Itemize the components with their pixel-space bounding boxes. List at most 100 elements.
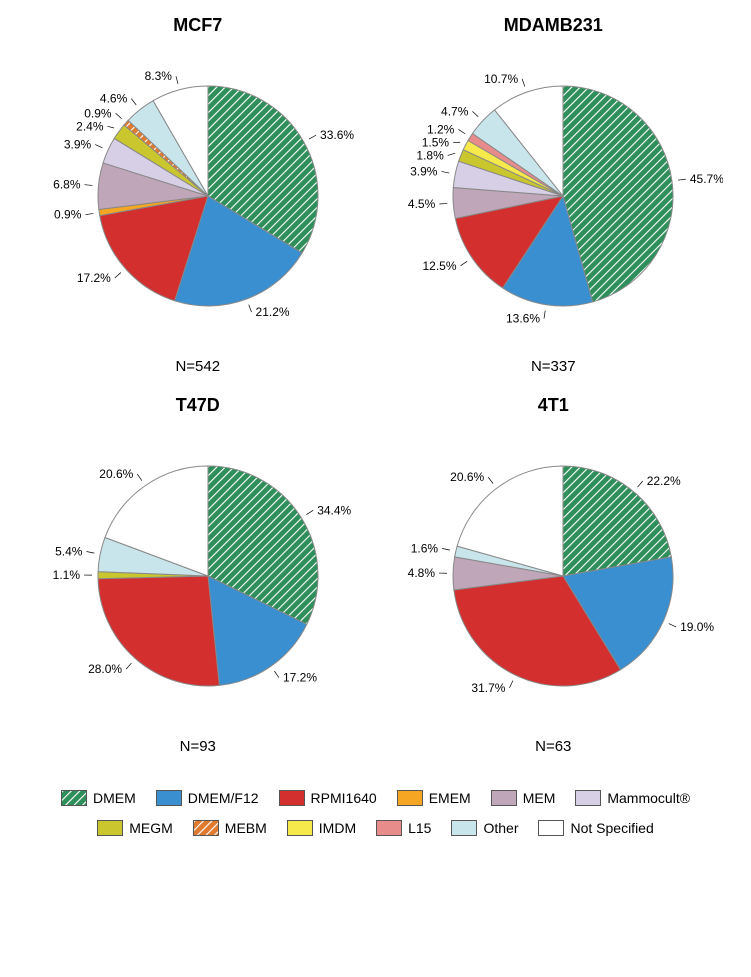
- slice-label-DMEM: 45.7%: [690, 172, 723, 186]
- legend-swatch: [61, 790, 87, 806]
- chart-cell-4t1: 4T120.6%1.6%4.8%31.7%22.2%19.0%N=63: [376, 390, 732, 770]
- slice-label-DMEMF12: 17.2%: [283, 671, 317, 685]
- leader-line: [473, 111, 479, 116]
- legend-swatch: [287, 820, 313, 836]
- slice-label-Other: 4.7%: [441, 104, 469, 118]
- slice-label-Mammocult: 3.9%: [410, 164, 438, 178]
- slice-label-MEGM: 1.1%: [52, 568, 80, 582]
- leader-line: [678, 179, 686, 180]
- pie-wrap: 20.6%5.4%1.1%28.0%34.4%17.2%: [28, 426, 368, 726]
- legend-swatch: [279, 790, 305, 806]
- leader-line: [669, 624, 676, 627]
- slice-label-DMEM: 34.4%: [317, 503, 351, 517]
- slice-label-RPMI1640: 28.0%: [88, 662, 122, 676]
- leader-line: [107, 126, 113, 128]
- legend-swatch: [451, 820, 477, 836]
- legend-swatch: [193, 820, 219, 836]
- slice-label-L15: 1.2%: [427, 122, 455, 136]
- legend-swatch: [376, 820, 402, 836]
- legend-swatch: [538, 820, 564, 836]
- leader-line: [442, 548, 450, 550]
- leader-line: [85, 213, 93, 214]
- leader-line: [309, 135, 316, 139]
- leader-line: [115, 113, 121, 118]
- pie-wrap: 10.7%4.7%1.2%1.5%1.8%3.9%4.5%12.5%13.6%4…: [383, 46, 723, 346]
- leader-line: [274, 671, 279, 678]
- legend-label: MEM: [523, 790, 556, 806]
- slice-label-MEM: 6.8%: [53, 178, 81, 192]
- leader-line: [461, 261, 468, 266]
- leader-line: [459, 129, 466, 133]
- slice-label-RPMI1640: 31.7%: [472, 681, 506, 695]
- leader-line: [176, 76, 178, 84]
- slice-label-Mammocult: 3.9%: [64, 138, 92, 152]
- legend-swatch: [97, 820, 123, 836]
- slice-label-DMEM: 33.6%: [320, 128, 354, 142]
- pie-wrap: 20.6%1.6%4.8%31.7%22.2%19.0%: [383, 426, 723, 726]
- slice-label-DMEMF12: 21.2%: [255, 305, 289, 319]
- legend-swatch: [491, 790, 517, 806]
- chart-title: 4T1: [538, 395, 569, 416]
- legend-item-IMDM: IMDM: [287, 820, 356, 836]
- chart-caption: N=542: [175, 358, 220, 375]
- slice-label-MEGM: 2.4%: [76, 119, 104, 133]
- leader-line: [126, 663, 131, 669]
- leader-line: [115, 273, 121, 278]
- legend-item-Mammocult: Mammocult®: [575, 790, 690, 806]
- chart-cell-mdamb231: MDAMB23110.7%4.7%1.2%1.5%1.8%3.9%4.5%12.…: [376, 10, 732, 390]
- legend-item-MEGM: MEGM: [97, 820, 173, 836]
- legend-swatch: [575, 790, 601, 806]
- leader-line: [137, 474, 142, 481]
- legend-label: Not Specified: [570, 820, 653, 836]
- legend-item-L15: L15: [376, 820, 431, 836]
- slice-label-RPMI1640: 12.5%: [423, 259, 457, 273]
- leader-line: [442, 171, 450, 173]
- leader-line: [638, 481, 643, 487]
- leader-line: [95, 145, 102, 148]
- chart-title: T47D: [176, 395, 220, 416]
- slice-label-NotSpecified: 8.3%: [144, 69, 172, 83]
- slice-label-Other: 5.4%: [55, 545, 83, 559]
- legend-item-DMEM: DMEM: [61, 790, 136, 806]
- slice-label-MEM: 4.5%: [408, 197, 436, 211]
- chart-cell-t47d: T47D20.6%5.4%1.1%28.0%34.4%17.2%N=93: [20, 390, 376, 770]
- chart-caption: N=93: [180, 738, 216, 755]
- slice-label-Other: 4.6%: [100, 92, 128, 106]
- leader-line: [544, 311, 545, 319]
- chart-title: MDAMB231: [504, 15, 603, 36]
- legend-label: MEBM: [225, 820, 267, 836]
- legend-label: L15: [408, 820, 431, 836]
- chart-grid: MCF78.3%4.6%0.9%2.4%3.9%6.8%0.9%17.2%33.…: [0, 0, 751, 780]
- legend-label: IMDM: [319, 820, 356, 836]
- slice-label-MEM: 4.8%: [408, 566, 436, 580]
- leader-line: [448, 153, 455, 155]
- chart-cell-mcf7: MCF78.3%4.6%0.9%2.4%3.9%6.8%0.9%17.2%33.…: [20, 10, 376, 390]
- legend-label: RPMI1640: [311, 790, 377, 806]
- slice-label-NotSpecified: 10.7%: [484, 72, 518, 86]
- legend-item-DMEMF12: DMEM/F12: [156, 790, 259, 806]
- leader-line: [86, 552, 94, 554]
- leader-line: [488, 477, 493, 483]
- slice-label-RPMI1640: 17.2%: [77, 271, 111, 285]
- slice-label-Other: 1.6%: [411, 541, 439, 555]
- slice-label-MEBM: 0.9%: [84, 106, 112, 120]
- slice-label-NotSpecified: 20.6%: [450, 470, 484, 484]
- pie-wrap: 8.3%4.6%0.9%2.4%3.9%6.8%0.9%17.2%33.6%21…: [28, 46, 368, 346]
- slice-label-DMEMF12: 13.6%: [506, 312, 540, 326]
- leader-line: [84, 185, 92, 186]
- leader-line: [510, 681, 513, 688]
- legend-label: Other: [483, 820, 518, 836]
- leader-line: [306, 510, 313, 514]
- legend-label: Mammocult®: [607, 790, 690, 806]
- legend-item-RPMI1640: RPMI1640: [279, 790, 377, 806]
- legend-swatch: [156, 790, 182, 806]
- chart-caption: N=63: [535, 738, 571, 755]
- chart-title: MCF7: [173, 15, 222, 36]
- leader-line: [248, 305, 251, 312]
- leader-line: [522, 79, 525, 87]
- legend-label: DMEM/F12: [188, 790, 259, 806]
- slice-label-DMEM: 22.2%: [647, 474, 681, 488]
- slice-label-EMEM: 0.9%: [54, 208, 82, 222]
- legend-item-MEBM: MEBM: [193, 820, 267, 836]
- leader-line: [440, 203, 448, 204]
